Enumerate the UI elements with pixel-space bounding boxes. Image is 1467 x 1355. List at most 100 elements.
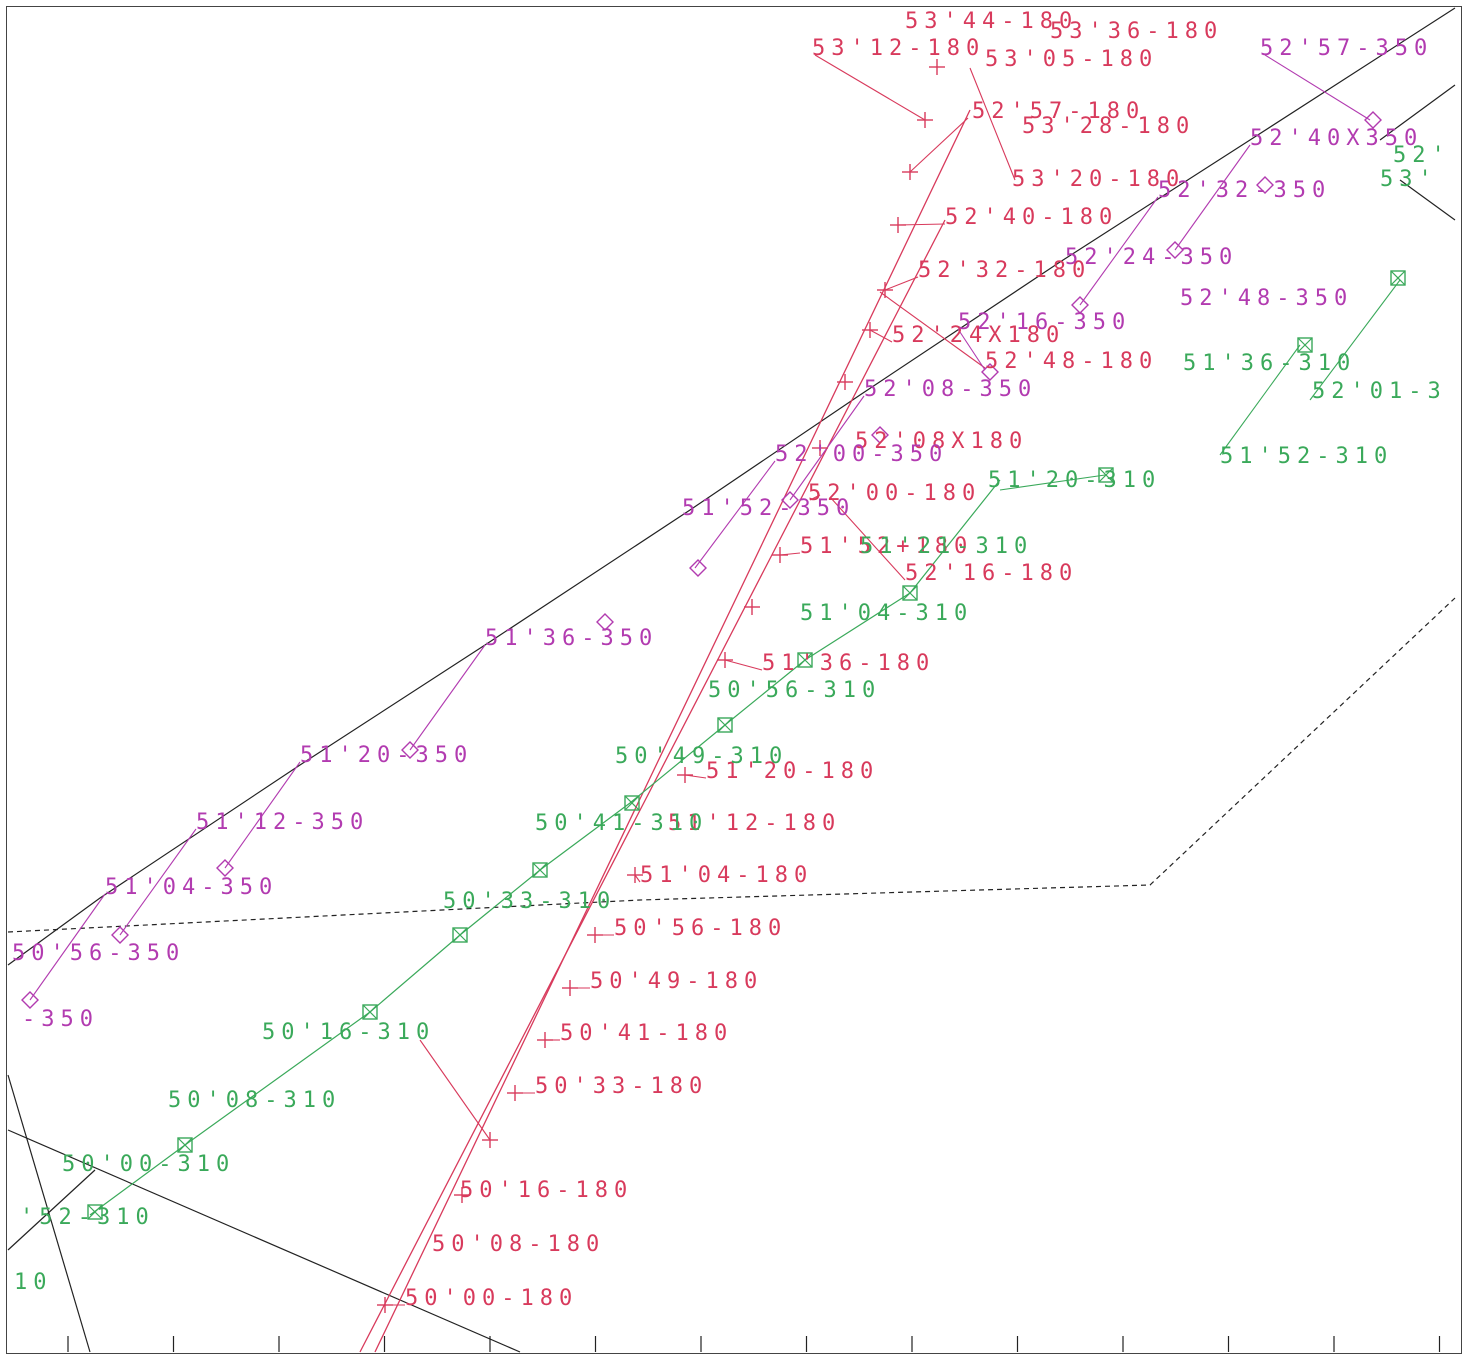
label-180: 53'44-180 [905,9,1078,34]
label-310: 51'20-310 [988,468,1161,493]
plot-frame [6,6,1462,1354]
label-310: 51'04-310 [800,601,973,626]
label-310: 50'08-310 [168,1088,341,1113]
plus-marker [877,282,893,298]
label-350: 51'12-350 [196,810,369,835]
position-markers [21,59,1406,1313]
leader-line [1174,144,1251,251]
diamond-marker [1166,241,1184,259]
leader-line [829,496,906,581]
bottom-axis-ticks [67,1336,1441,1352]
label-180: 52'08X180 [855,429,1028,454]
leader-line [957,328,986,371]
reference-lines [7,7,1456,1353]
label-180: 50'41-180 [560,1021,733,1046]
plus-marker [890,217,906,233]
reference-line [7,7,1456,966]
diamond-marker [1071,296,1089,314]
label-310: 50'00-310 [62,1152,235,1177]
label-180: 51'04-180 [640,863,813,888]
label-350: 50'56-350 [12,941,185,966]
label-180: 50'16-180 [460,1178,633,1203]
boxed-x-marker [624,795,640,811]
plus-marker [812,440,828,456]
label-180: 52'24X180 [892,323,1065,348]
label-180: 50'56-180 [614,916,787,941]
leader-line [1219,344,1301,456]
leader-line [694,460,776,569]
leader-line [634,874,641,883]
track-line-310 [89,479,1001,1216]
label-350: 52'32-350 [1158,178,1331,203]
label-350: -350 [22,1007,99,1032]
plus-marker [772,547,788,563]
label-310: 50'49-310 [615,744,788,769]
diamond-marker [689,559,707,577]
label-350: 51'36-350 [485,626,658,651]
plus-marker [627,867,643,883]
label-310: 53' [1380,167,1438,192]
boxed-x-marker [362,1004,378,1020]
leader-line [999,474,1106,491]
track-line-180 [359,219,946,1353]
boxed-x-marker [1297,337,1313,353]
diamond-marker [981,363,999,381]
diamond-marker [111,926,129,944]
boxed-x-marker [797,652,813,668]
label-180: 52'48-180 [985,349,1158,374]
leader-line [29,893,106,1001]
diamond-marker [596,613,614,631]
plus-marker [744,599,760,615]
label-180: 51'52+180 [800,534,973,559]
label-310: '52-310 [20,1205,155,1230]
plus-marker [929,59,945,75]
boxed-x-marker [1390,270,1406,286]
diamond-marker [21,991,39,1009]
leader-line [1264,54,1371,121]
label-310: 52' [1393,143,1451,168]
label-180: 51'12-180 [668,811,841,836]
boxed-x-marker [532,862,548,878]
label-180: 51'20-180 [706,759,879,784]
diamond-marker [871,426,889,444]
label-350: 52'16-350 [958,310,1131,335]
leader-line [409,644,486,751]
label-350: 52'57-350 [1260,36,1433,61]
label-310: 50'41-310 [535,811,708,836]
label-180: 51'36-180 [762,651,935,676]
plus-marker [587,927,603,943]
leader-line [909,117,969,173]
plus-marker [717,652,733,668]
reference-line [7,1169,96,1251]
diamond-marker [401,741,419,759]
label-350: 52'48-350 [1180,286,1353,311]
reference-line [1399,179,1456,221]
boxed-x-marker [1098,467,1114,483]
plus-marker [917,112,933,128]
leader-line [419,1039,491,1141]
leader-line [879,291,986,369]
plus-marker [677,767,693,783]
label-310: 10 [14,1270,53,1295]
leader-line [224,761,301,869]
boxed-x-marker [717,717,733,733]
label-310: 51'36-310 [1183,351,1356,376]
diamond-marker [781,491,799,509]
label-350: 52'24-350 [1065,245,1238,270]
plus-marker [902,164,918,180]
label-180: 52'16-180 [905,561,1078,586]
label-310: 50'16-310 [262,1020,435,1045]
label-350: 51'52-350 [682,496,855,521]
plus-marker [862,322,878,338]
reference-line [7,1074,91,1353]
label-350: 52'40X350 [1250,126,1423,151]
label-180: 50'49-180 [590,969,763,994]
label-180: 53'28-180 [1022,114,1195,139]
plus-marker [454,1187,470,1203]
label-350: 51'20-350 [300,743,473,768]
boxed-x-marker [452,927,468,943]
label-180: 53'12-180 [812,36,985,61]
plus-marker [562,980,578,996]
diamond-marker [1256,176,1274,194]
